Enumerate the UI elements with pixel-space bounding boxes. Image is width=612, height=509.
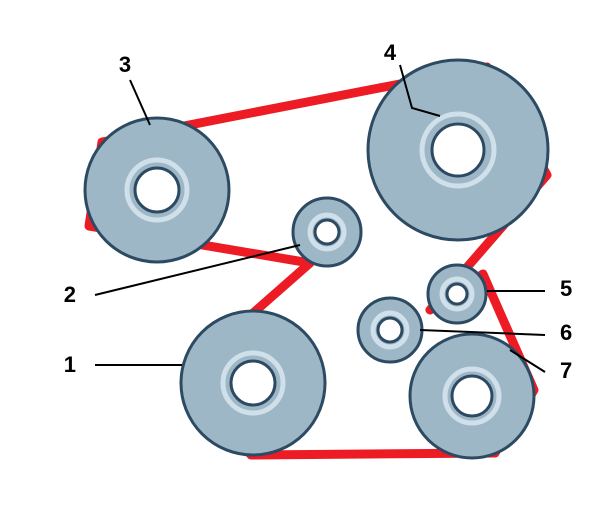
- pulley-6: [358, 298, 422, 362]
- belt-pulley-diagram: 1 2 3 4 5 6 7: [0, 0, 612, 509]
- label-2: 2: [64, 282, 76, 307]
- label-3: 3: [119, 52, 131, 77]
- label-1: 1: [64, 352, 76, 377]
- leader-3: [130, 80, 150, 125]
- pulley-4: [368, 60, 548, 240]
- label-4: 4: [384, 40, 397, 65]
- label-7: 7: [560, 358, 572, 383]
- pulley-1: [181, 311, 325, 455]
- pulley-3: [85, 118, 229, 262]
- pulley-5: [428, 265, 486, 323]
- label-6: 6: [560, 320, 572, 345]
- pulley-2: [293, 198, 361, 266]
- label-5: 5: [560, 276, 572, 301]
